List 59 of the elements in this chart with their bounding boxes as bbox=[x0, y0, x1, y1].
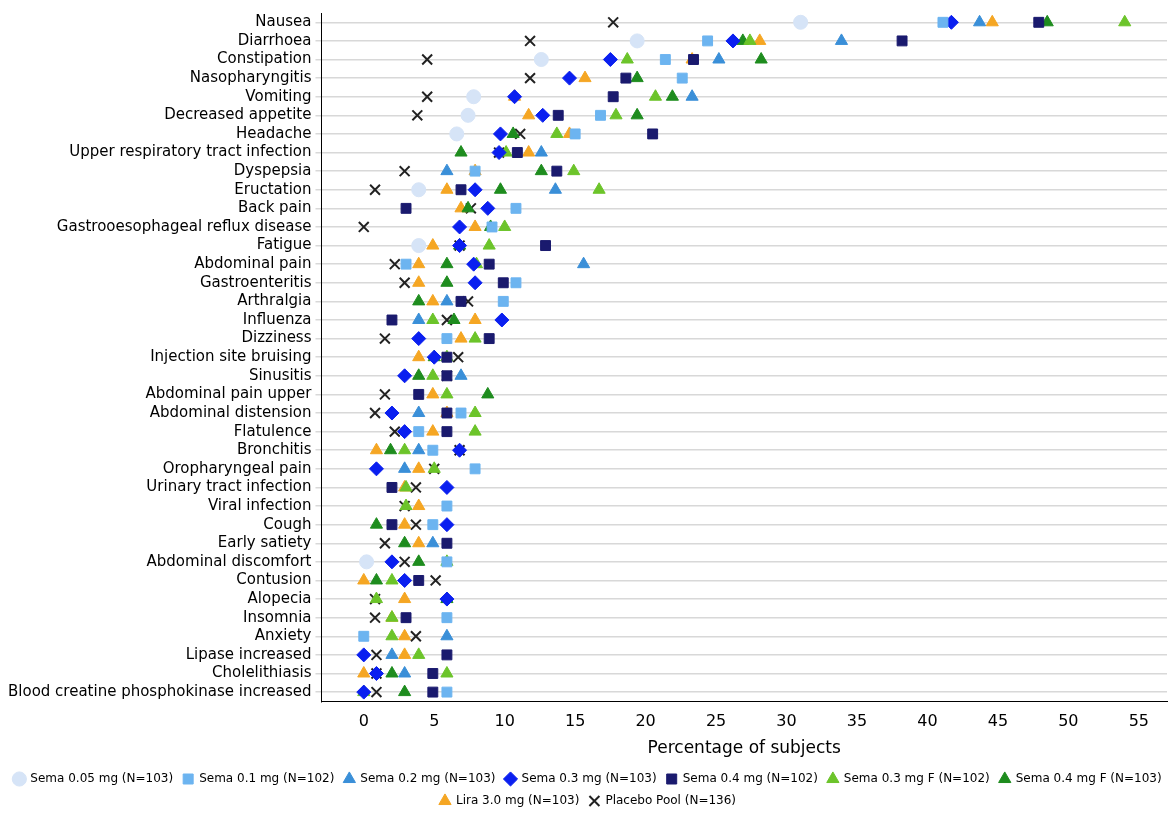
y-tick-label: Viral infection bbox=[207, 495, 312, 514]
y-tick-label: Early satiety bbox=[217, 533, 312, 552]
legend-label: Sema 0.3 mg (N=103) bbox=[521, 771, 657, 786]
y-tick-label: Nasopharyngitis bbox=[189, 68, 312, 87]
x-tick-label: 50 bbox=[1058, 711, 1079, 731]
x-tick-label: 35 bbox=[846, 711, 868, 731]
y-tick-label: Anxiety bbox=[254, 626, 312, 645]
y-tick-label: Dizziness bbox=[241, 328, 312, 347]
y-tick-label: Oropharyngeal pain bbox=[162, 458, 312, 477]
y-tick-label: Flatulence bbox=[233, 421, 312, 440]
y-tick-label: Gastrooesophageal reflux disease bbox=[56, 216, 312, 235]
x-tick-label: 45 bbox=[987, 711, 1009, 731]
y-tick-label: Arthralgia bbox=[237, 291, 312, 310]
y-tick-label: Abdominal pain bbox=[194, 254, 312, 273]
y-tick-label: Dyspepsia bbox=[233, 161, 312, 180]
y-tick-label: Back pain bbox=[237, 198, 312, 217]
y-tick-label: Abdominal discomfort bbox=[146, 551, 312, 570]
y-tick-label: Sinusitis bbox=[248, 365, 312, 384]
y-tick-label: Bronchitis bbox=[236, 440, 312, 459]
x-tick-label: 5 bbox=[429, 711, 440, 731]
y-tick-label: Vomiting bbox=[245, 86, 312, 105]
y-tick-label: Contusion bbox=[236, 570, 312, 589]
x-tick-label: 10 bbox=[494, 711, 515, 731]
x-tick-label: 55 bbox=[1128, 711, 1149, 731]
x-tick-label: 0 bbox=[358, 711, 369, 731]
legend-label: Sema 0.3 mg F (N=102) bbox=[843, 771, 990, 786]
x-axis-title: Percentage of subjects bbox=[647, 737, 842, 758]
y-tick-label: Abdominal pain upper bbox=[145, 384, 313, 403]
y-tick-label: Nausea bbox=[255, 12, 312, 31]
legend-label: Placebo Pool (N=136) bbox=[605, 793, 737, 808]
y-tick-label: Fatigue bbox=[256, 235, 312, 254]
x-tick-label: 25 bbox=[705, 711, 727, 731]
y-tick-label: Lipase increased bbox=[185, 644, 312, 663]
legend-label: Lira 3.0 mg (N=103) bbox=[455, 793, 580, 808]
y-tick-label: Diarrhoea bbox=[237, 30, 312, 49]
legend-label: Sema 0.05 mg (N=103) bbox=[30, 771, 174, 786]
y-tick-label: Upper respiratory tract infection bbox=[69, 142, 312, 161]
y-tick-label: Constipation bbox=[217, 49, 312, 68]
y-tick-label: Abdominal distension bbox=[149, 402, 312, 421]
x-tick-label: 30 bbox=[776, 711, 797, 731]
x-tick-label: 20 bbox=[635, 711, 656, 731]
y-tick-label: Decreased appetite bbox=[164, 105, 312, 124]
y-tick-label: Blood creatine phosphokinase increased bbox=[7, 681, 312, 700]
legend-label: Sema 0.4 mg (N=102) bbox=[682, 771, 818, 786]
y-tick-label: Alopecia bbox=[247, 588, 312, 607]
y-tick-label: Eructation bbox=[234, 179, 312, 198]
x-tick-label: 15 bbox=[564, 711, 586, 731]
y-tick-label: Cholelithiasis bbox=[212, 663, 312, 682]
y-tick-label: Injection site bruising bbox=[150, 347, 312, 366]
y-tick-label: Insomnia bbox=[243, 607, 312, 626]
y-tick-label: Influenza bbox=[242, 309, 312, 328]
x-tick-label: 40 bbox=[917, 711, 938, 731]
legend-label: Sema 0.1 mg (N=102) bbox=[199, 771, 335, 786]
y-tick-label: Cough bbox=[263, 514, 312, 533]
legend-label: Sema 0.2 mg (N=103) bbox=[360, 771, 496, 786]
legend-label: Sema 0.4 mg F (N=103) bbox=[1015, 771, 1162, 786]
y-tick-label: Urinary tract infection bbox=[146, 477, 312, 496]
y-tick-label: Gastroenteritis bbox=[199, 272, 312, 291]
y-tick-label: Headache bbox=[236, 123, 312, 142]
